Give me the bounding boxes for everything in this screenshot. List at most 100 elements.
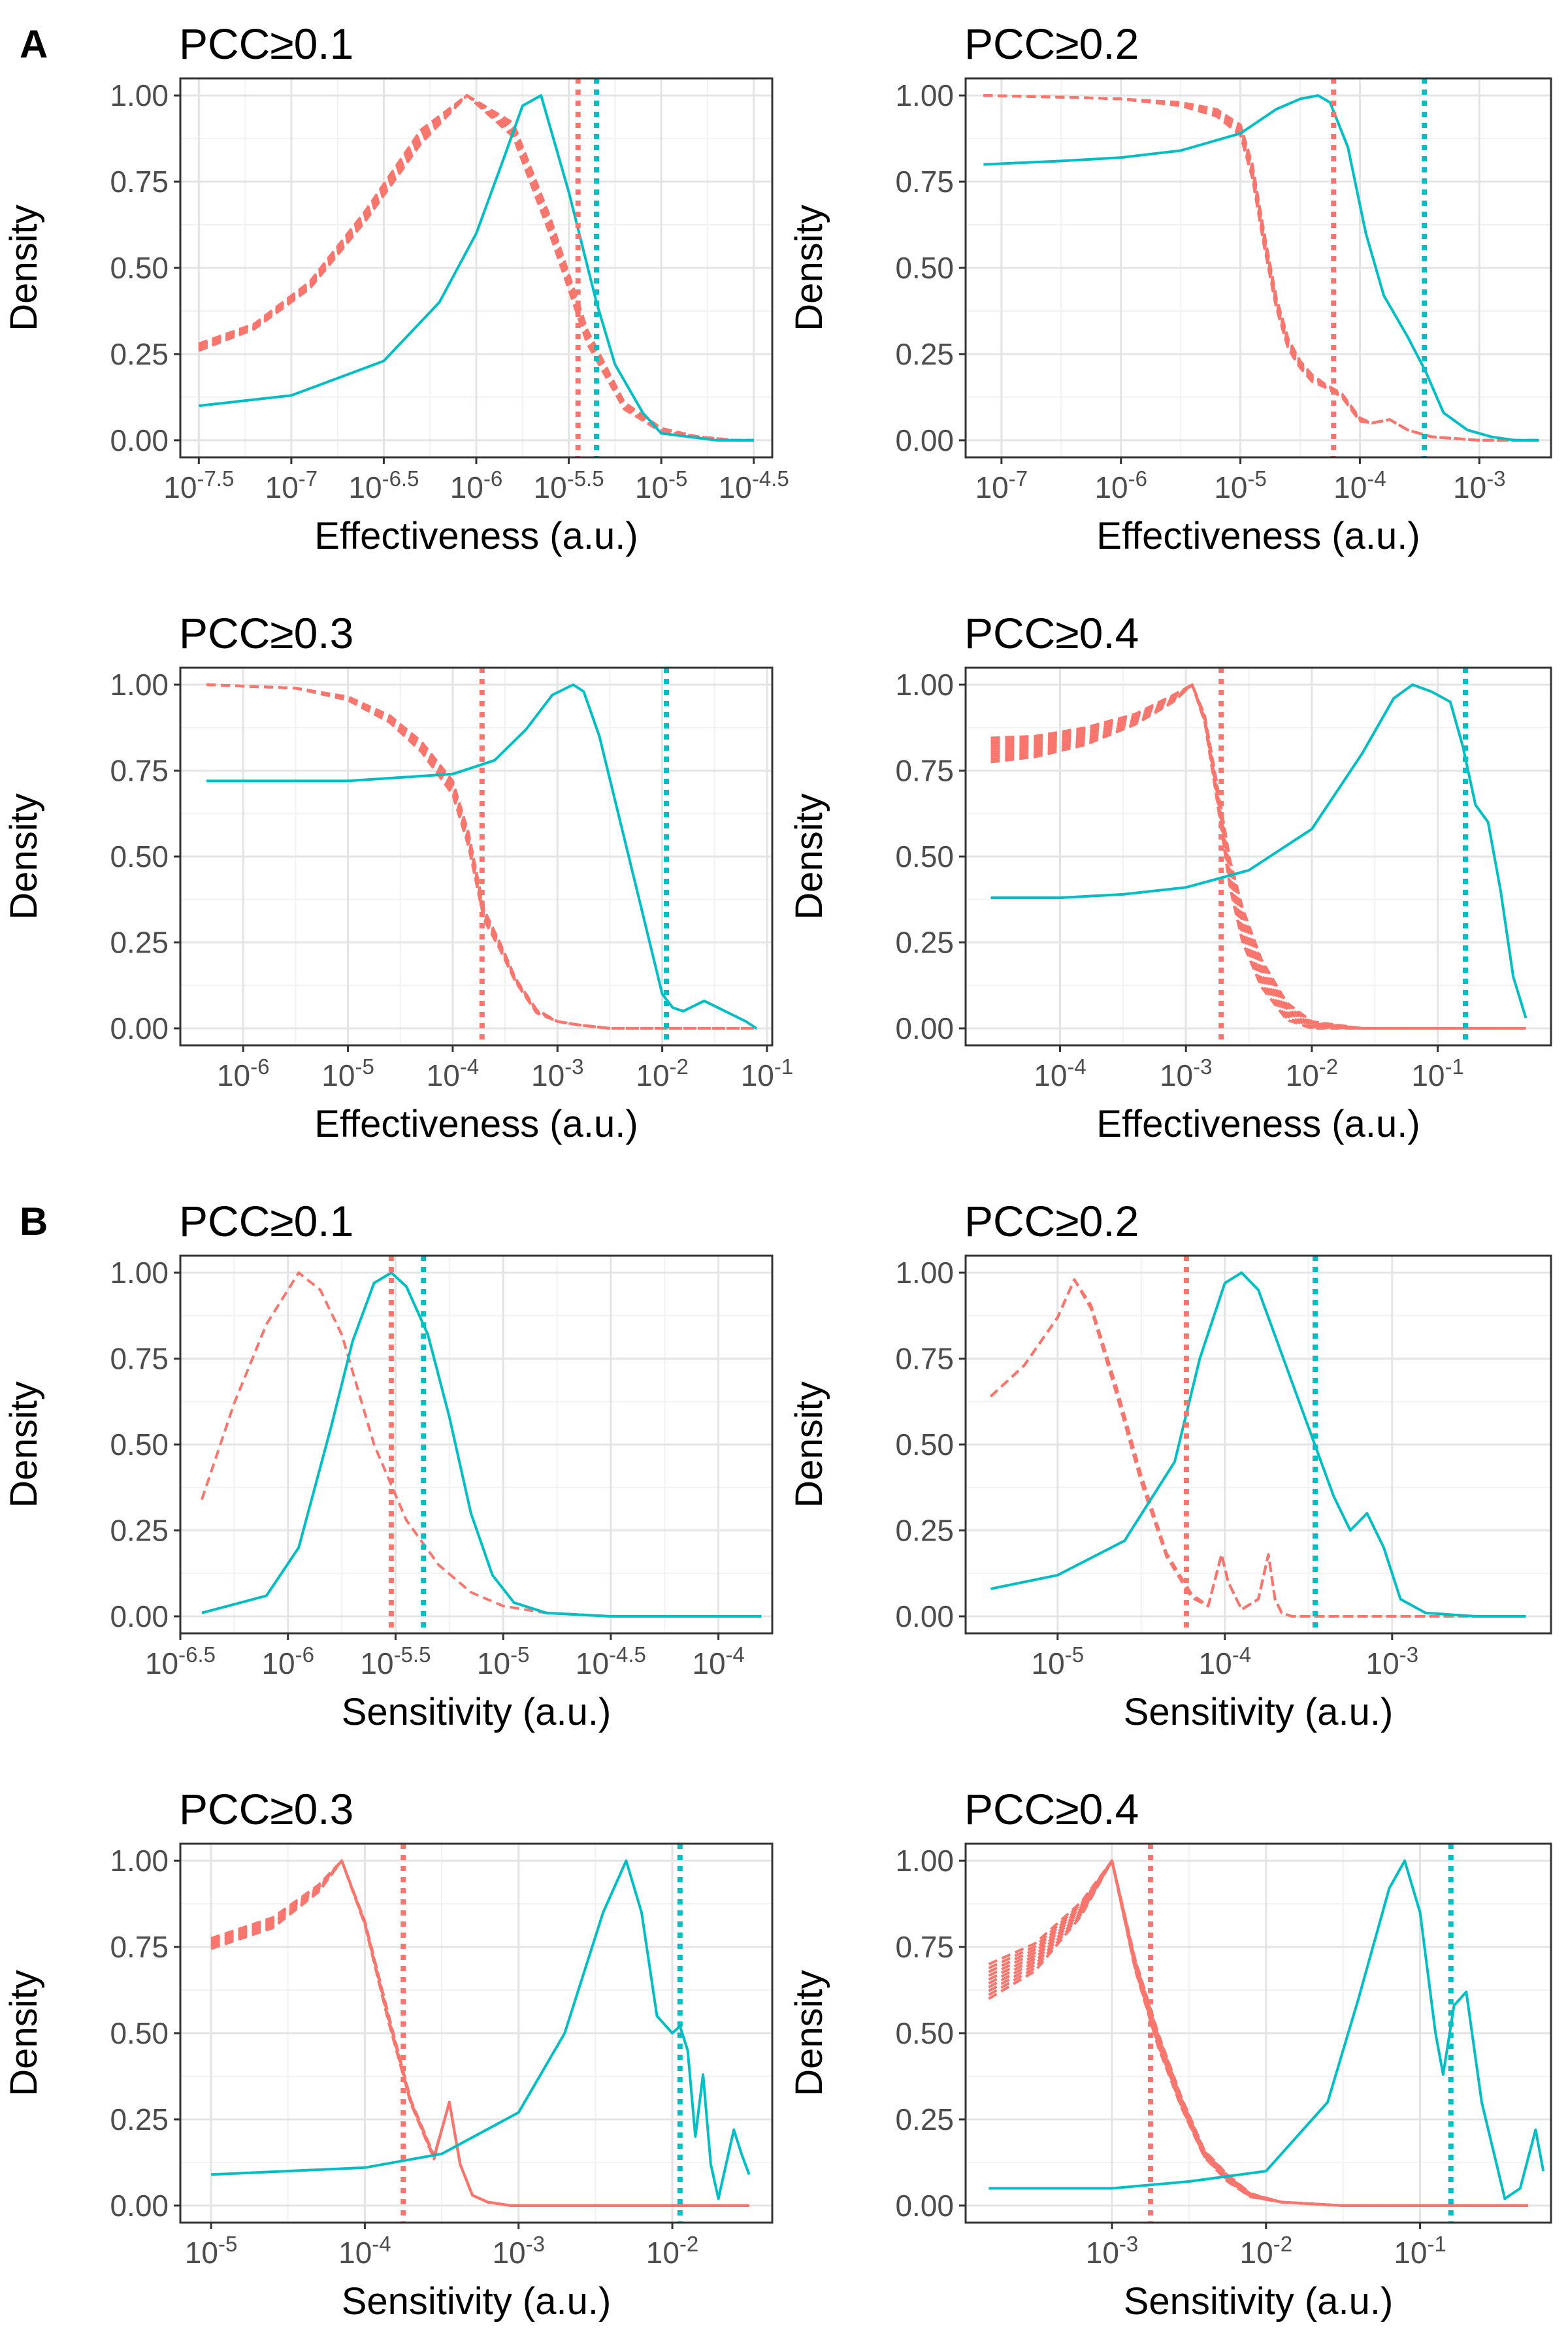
y-tick-label: 0.50 bbox=[110, 251, 169, 285]
x-tick-label: 10-5 bbox=[635, 466, 688, 504]
plot-area bbox=[206, 668, 757, 1045]
x-tick-label: 10-4.5 bbox=[719, 466, 789, 504]
y-tick-label: 1.00 bbox=[895, 1256, 954, 1290]
null-density-line bbox=[983, 94, 1539, 442]
plot-grid: PCC≥0.1 0.00 0.25 0.50 0.75 1.00 10-7.5 10-7 10-… bbox=[3, 20, 1552, 2323]
y-tick-label: 0.00 bbox=[110, 2189, 169, 2223]
y-tick-label: 0.50 bbox=[110, 2016, 169, 2050]
x-tick-label: 10-6.5 bbox=[348, 466, 419, 504]
observed-density-line bbox=[990, 1271, 1526, 1618]
x-axis-label: Effectiveness (a.u.) bbox=[314, 1103, 638, 1145]
y-tick-label: 1.00 bbox=[110, 78, 169, 112]
x-tick-label: 10-3 bbox=[1160, 1054, 1213, 1092]
x-tick-label: 10-6 bbox=[1094, 466, 1147, 504]
plot-area bbox=[210, 1844, 751, 2223]
y-axis-label: Density bbox=[788, 204, 830, 331]
y-tick-label: 0.00 bbox=[895, 2189, 954, 2223]
x-axis-label: Sensitivity (a.u.) bbox=[342, 1691, 612, 1733]
y-tick-label: 0.00 bbox=[110, 1011, 169, 1045]
x-tick-label: 10-3 bbox=[531, 1054, 584, 1092]
y-tick-label: 0.00 bbox=[110, 1599, 169, 1633]
panel-border bbox=[179, 666, 774, 1047]
y-tick-label: 0.50 bbox=[895, 251, 954, 285]
chart-panel: PCC≥0.2 0.00 0.25 0.50 0.75 1.00 10-7 10-6 10-5 1… bbox=[788, 20, 1552, 557]
observed-density-line bbox=[201, 1271, 762, 1618]
null-density-line bbox=[990, 683, 1526, 1030]
x-tick-label: 10-5 bbox=[185, 2232, 238, 2270]
null-density-line bbox=[206, 683, 757, 1030]
chart-title: PCC≥0.1 bbox=[179, 1197, 353, 1245]
y-axis-label: Density bbox=[3, 1381, 45, 1507]
panel-border bbox=[964, 1842, 1552, 2224]
x-axis-label: Sensitivity (a.u.) bbox=[1124, 1691, 1394, 1733]
y-tick-label: 0.25 bbox=[110, 2102, 169, 2136]
x-tick-label: 10-7 bbox=[265, 466, 318, 504]
x-tick-label: 10-4.5 bbox=[576, 1642, 646, 1680]
x-tick-label: 10-2 bbox=[636, 1054, 689, 1092]
x-tick-label: 10-4 bbox=[1199, 1642, 1252, 1680]
y-axis-label: Density bbox=[3, 793, 45, 919]
x-tick-label: 10-2 bbox=[1240, 2232, 1293, 2270]
y-tick-label: 0.75 bbox=[110, 1342, 169, 1376]
x-tick-label: 10-6 bbox=[217, 1054, 270, 1092]
y-tick-label: 0.25 bbox=[895, 925, 954, 959]
x-axis-label: Effectiveness (a.u.) bbox=[1096, 515, 1420, 557]
x-tick-label: 10-4 bbox=[1333, 466, 1386, 504]
null-density-line bbox=[990, 1278, 1526, 1618]
y-axis-label: Density bbox=[788, 1970, 830, 2096]
x-tick-label: 10-6 bbox=[450, 466, 503, 504]
null-density-line bbox=[210, 1859, 749, 2207]
x-axis-label: Effectiveness (a.u.) bbox=[314, 515, 638, 557]
x-tick-label: 10-3 bbox=[1453, 466, 1506, 504]
y-tick-label: 1.00 bbox=[110, 668, 169, 702]
y-tick-label: 0.50 bbox=[895, 1428, 954, 1462]
chart-title: PCC≥0.3 bbox=[179, 1785, 353, 1833]
x-tick-label: 10-4 bbox=[338, 2232, 391, 2270]
null-density-line bbox=[990, 683, 1526, 1030]
x-tick-label: 10-3 bbox=[1366, 1642, 1419, 1680]
plot-area bbox=[990, 1256, 1526, 1633]
chart-panel: PCC≥0.3 0.00 0.25 0.50 0.75 1.00 10-6 10-5 10-4 1… bbox=[3, 609, 793, 1145]
x-tick-label: 10-7 bbox=[975, 466, 1028, 504]
x-tick-label: 10-5.5 bbox=[534, 466, 604, 504]
x-tick-label: 10-2 bbox=[646, 2232, 699, 2270]
y-tick-label: 0.75 bbox=[895, 1930, 954, 1964]
y-axis-label: Density bbox=[788, 1381, 830, 1507]
x-tick-label: 10-1 bbox=[1394, 2232, 1446, 2270]
observed-density-line bbox=[211, 1859, 751, 2200]
x-tick-label: 10-4 bbox=[427, 1054, 480, 1092]
y-tick-label: 0.75 bbox=[895, 165, 954, 199]
y-tick-label: 0.50 bbox=[895, 840, 954, 874]
y-tick-label: 0.75 bbox=[110, 1930, 169, 1964]
null-density-line bbox=[988, 1859, 1528, 2207]
x-tick-label: 10-3 bbox=[1086, 2232, 1139, 2270]
observed-density-line bbox=[983, 94, 1539, 442]
chart-title: PCC≥0.4 bbox=[964, 1785, 1139, 1833]
x-tick-label: 10-5 bbox=[1214, 466, 1267, 504]
y-tick-label: 0.50 bbox=[895, 2016, 954, 2050]
chart-title: PCC≥0.2 bbox=[964, 20, 1139, 68]
y-tick-label: 0.75 bbox=[895, 754, 954, 788]
plot-area bbox=[201, 1256, 762, 1633]
x-tick-label: 10-4 bbox=[1034, 1054, 1086, 1092]
x-axis-label: Sensitivity (a.u.) bbox=[1124, 2280, 1394, 2323]
y-tick-label: 0.25 bbox=[895, 1513, 954, 1547]
y-tick-label: 0.00 bbox=[895, 1599, 954, 1633]
y-tick-label: 0.75 bbox=[895, 1342, 954, 1376]
chart-title: PCC≥0.3 bbox=[179, 609, 353, 657]
y-tick-label: 0.00 bbox=[110, 423, 169, 457]
chart-panel: PCC≥0.1 0.00 0.25 0.50 0.75 1.00 10-7.5 10-7 10-… bbox=[3, 20, 789, 557]
plot-area bbox=[983, 78, 1539, 457]
x-tick-label: 10-7.5 bbox=[163, 466, 234, 504]
plot-area bbox=[990, 668, 1527, 1045]
y-tick-label: 1.00 bbox=[895, 668, 954, 702]
y-tick-label: 0.25 bbox=[110, 337, 169, 371]
x-tick-label: 10-5 bbox=[321, 1054, 374, 1092]
y-tick-label: 0.75 bbox=[110, 165, 169, 199]
panel-label-a: A bbox=[20, 22, 48, 66]
observed-density-line bbox=[990, 683, 1527, 1019]
y-tick-label: 0.50 bbox=[110, 1428, 169, 1462]
y-tick-label: 1.00 bbox=[895, 1844, 954, 1878]
x-tick-label: 10-6.5 bbox=[145, 1642, 216, 1680]
